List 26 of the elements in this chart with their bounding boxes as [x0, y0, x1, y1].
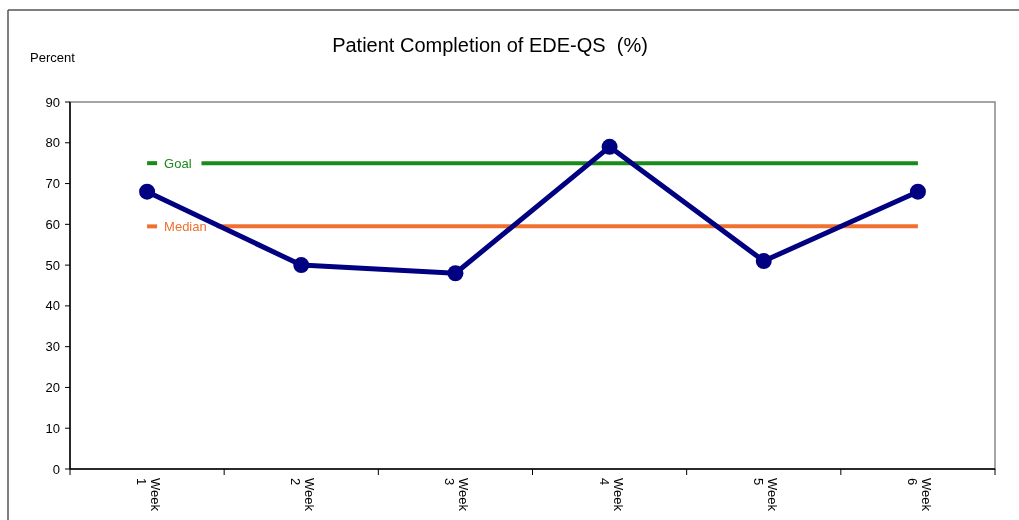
x-tick-label: Week 5: [750, 478, 780, 512]
x-tick-label: Week 4: [596, 478, 626, 512]
y-tick-label: 90: [45, 94, 60, 110]
point: [447, 265, 464, 282]
point: [909, 183, 926, 200]
ref-line-label: Median: [164, 218, 207, 234]
chart-title: Patient Completion of EDE-QS (%): [332, 34, 648, 56]
y-tick-label: 10: [45, 420, 60, 436]
y-tick-label: 80: [45, 135, 60, 151]
x-tick-label: Week 3: [442, 478, 472, 512]
y-tick-label: 70: [45, 176, 60, 192]
y-tick-label: 0: [52, 461, 60, 477]
ref-line-label: Goal: [164, 155, 192, 171]
x-tick-label: Week 1: [134, 478, 164, 512]
point: [293, 257, 310, 274]
point: [139, 183, 156, 200]
point: [755, 253, 772, 270]
x-tick-label: Week 6: [904, 478, 934, 512]
y-tick-label: 60: [45, 216, 60, 232]
y-tick-label: 40: [45, 298, 60, 314]
y-tick-label: 50: [45, 257, 60, 273]
y-tick-label: 20: [45, 379, 60, 395]
y-axis-title: Percent: [30, 50, 76, 65]
y-tick-label: 30: [45, 339, 60, 355]
x-tick-label: Week 2: [288, 478, 318, 512]
point: [601, 138, 618, 155]
